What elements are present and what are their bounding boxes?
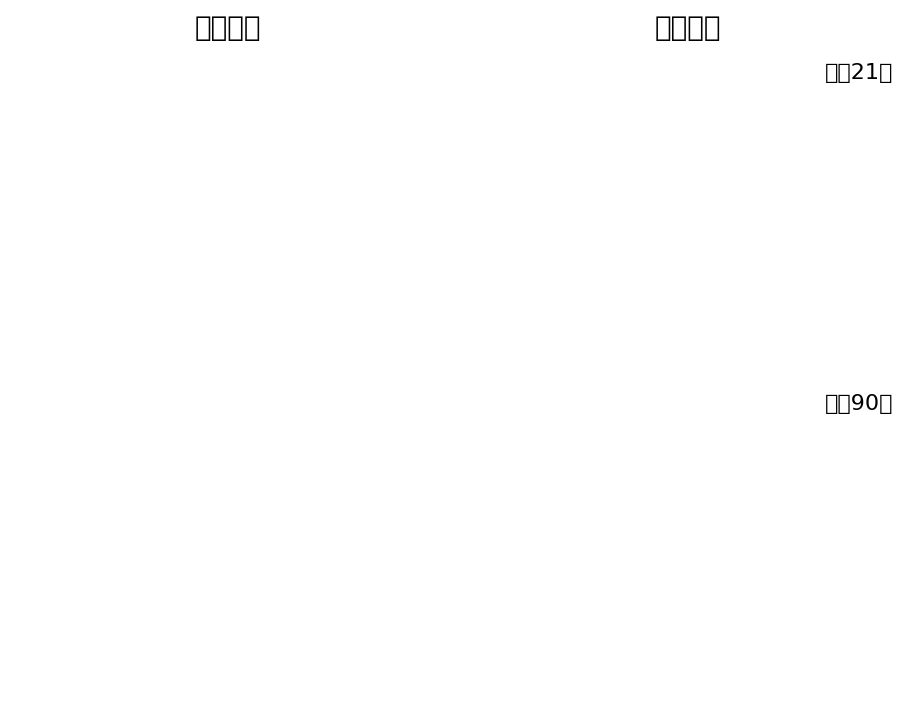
Text: 术后21天: 术后21天 — [825, 63, 894, 83]
Text: 术后90天: 术后90天 — [825, 394, 894, 414]
Text: 愈后创面: 愈后创面 — [655, 14, 722, 43]
Text: 正常皮肤: 正常皮肤 — [194, 14, 261, 43]
